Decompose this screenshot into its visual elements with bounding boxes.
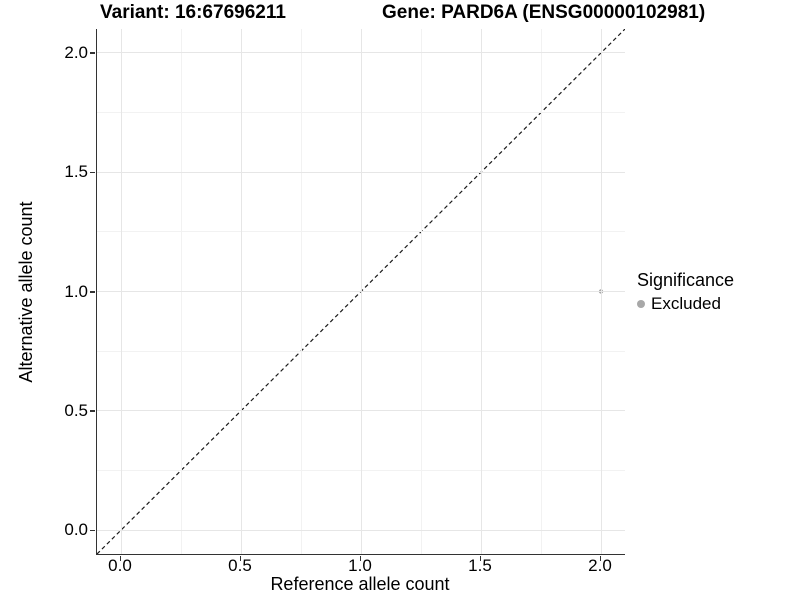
legend-item-label: Excluded — [651, 294, 721, 313]
y-axis-title: Alternative allele count — [16, 201, 36, 383]
x-axis-tick-label: 0.0 — [108, 556, 132, 575]
x-axis-tick-label: 1.5 — [468, 556, 492, 575]
y-axis-tick-label: 1.0 — [64, 281, 88, 301]
x-axis-tick-mark — [119, 555, 121, 561]
x-axis-title: Reference allele count — [270, 574, 450, 594]
y-axis-tick-mark — [89, 52, 95, 54]
x-axis-tick-mark — [599, 555, 601, 561]
legend-key-dot-icon — [637, 300, 645, 308]
y-axis-tick-label: 0.0 — [64, 520, 88, 540]
gridline-major-horizontal — [97, 291, 625, 292]
y-axis-tick-mark — [89, 291, 95, 293]
x-axis-tick-mark — [239, 555, 241, 561]
x-axis-tick-mark — [359, 555, 361, 561]
y-axis-tick-mark — [89, 410, 95, 412]
y-axis-tick-mark — [89, 171, 95, 174]
plot-title-gene: Gene: PARD6A (ENSG00000102981) — [382, 2, 706, 23]
gridline-major-horizontal — [97, 52, 625, 54]
gridline-major-horizontal — [97, 171, 625, 173]
gridline-major-horizontal — [97, 410, 625, 412]
legend-item: Excluded — [637, 294, 734, 314]
x-axis-tick-label: 0.5 — [228, 556, 252, 575]
gridline-major-horizontal — [97, 529, 625, 531]
legend-title: Significance — [637, 270, 735, 290]
plot-panel — [96, 29, 625, 555]
x-axis-tick-label: 2.0 — [588, 556, 612, 575]
y-axis-tick-label: 1.5 — [64, 162, 88, 182]
y-axis-tick-label: 2.0 — [64, 42, 88, 62]
y-axis-tick-mark — [89, 529, 95, 532]
plot-title-variant: Variant: 16:67696211 — [100, 2, 286, 23]
x-axis-tick-label: 1.0 — [348, 556, 372, 575]
x-axis-tick-mark — [479, 555, 481, 561]
legend: Significance Excluded — [637, 269, 734, 314]
y-axis-tick-label: 0.5 — [64, 400, 88, 420]
